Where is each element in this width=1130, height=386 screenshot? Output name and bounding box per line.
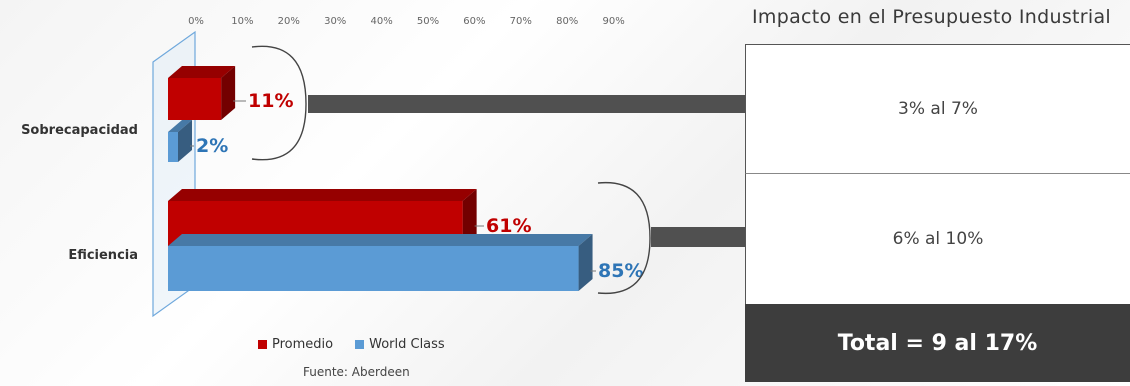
bar-1-1 bbox=[168, 246, 579, 291]
legend-label-promedio: Promedio bbox=[272, 337, 334, 352]
bar-side-0-1 bbox=[178, 120, 192, 162]
legend: Promedio World Class bbox=[258, 337, 467, 352]
total-impact: Total = 9 al 17% bbox=[745, 304, 1130, 382]
x-axis-ticks: 0% 10% 20% 30% 40% 50% 60% 70% 80% 90% bbox=[188, 16, 625, 27]
arrow-eficiencia bbox=[651, 213, 770, 261]
category-labels: Sobrecapacidad Eficiencia bbox=[21, 123, 138, 263]
bracket-sobrecapacidad bbox=[251, 45, 307, 161]
x-tick-label: 90% bbox=[602, 16, 624, 27]
x-tick-label: 20% bbox=[278, 16, 300, 27]
bracket-eficiencia bbox=[597, 181, 651, 295]
bar-data-label: 61% bbox=[486, 215, 531, 237]
category-label: Sobrecapacidad bbox=[21, 123, 138, 138]
legend-label-world-class: World Class bbox=[369, 337, 445, 352]
arrow-sobrecapacidad bbox=[308, 80, 770, 128]
x-tick-label: 0% bbox=[188, 16, 204, 27]
x-tick-label: 40% bbox=[370, 16, 392, 27]
x-tick-label: 30% bbox=[324, 16, 346, 27]
bar-data-label: 2% bbox=[196, 135, 228, 157]
source-note: Fuente: Aberdeen bbox=[303, 365, 410, 379]
bar-data-label: 85% bbox=[598, 260, 643, 282]
x-tick-label: 80% bbox=[556, 16, 578, 27]
arrows bbox=[308, 80, 770, 261]
bar-top-1-0 bbox=[168, 189, 477, 201]
x-tick-label: 10% bbox=[231, 16, 253, 27]
bars: 11% 2% 61% 85% bbox=[168, 66, 643, 291]
legend-swatch-promedio bbox=[258, 340, 267, 349]
bar-side-1-0 bbox=[462, 189, 477, 246]
bar-0-1 bbox=[168, 132, 178, 162]
legend-item-world-class: World Class bbox=[355, 337, 445, 352]
legend-item-promedio: Promedio bbox=[258, 337, 333, 352]
impact-sobrecapacidad: 3% al 7% bbox=[745, 44, 1130, 174]
bar-data-label: 11% bbox=[248, 90, 293, 112]
bar-0-0 bbox=[168, 78, 222, 120]
x-tick-label: 70% bbox=[510, 16, 532, 27]
category-label: Eficiencia bbox=[68, 248, 138, 263]
bar-side-0-0 bbox=[221, 66, 236, 120]
legend-swatch-world-class bbox=[355, 340, 365, 349]
impact-eficiencia: 6% al 10% bbox=[745, 174, 1130, 304]
panel-title: Impacto en el Presupuesto Industrial bbox=[752, 6, 1112, 28]
brackets bbox=[251, 45, 651, 295]
bar-top-1-1 bbox=[168, 234, 593, 246]
x-tick-label: 50% bbox=[417, 16, 439, 27]
x-tick-label: 60% bbox=[463, 16, 485, 27]
bar-side-1-1 bbox=[578, 234, 593, 291]
bar-top-0-1 bbox=[168, 120, 192, 132]
bar-top-0-0 bbox=[168, 66, 236, 78]
